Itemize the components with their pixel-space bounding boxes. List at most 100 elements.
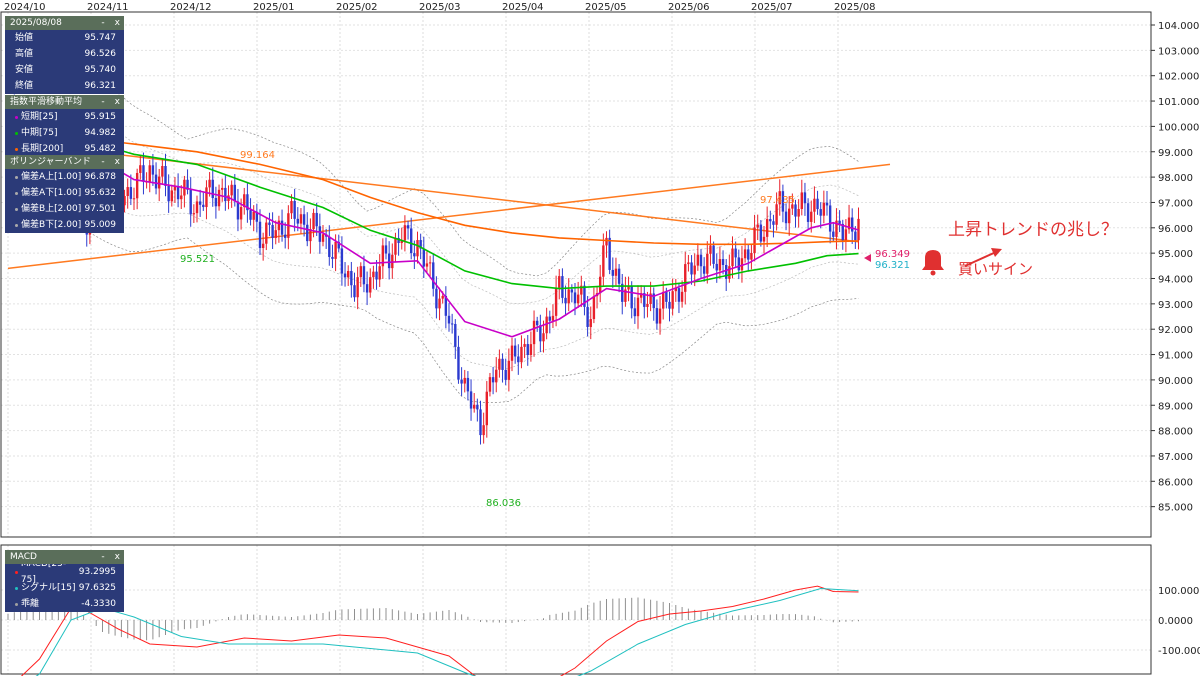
candle-body [762,236,766,242]
candle-body [485,391,488,426]
candle-body [233,184,236,202]
candle-body [510,345,514,361]
candle-body [662,291,665,309]
candle-body [844,229,848,241]
candle-body [328,236,331,257]
close-button[interactable]: x [114,157,120,167]
ema-panel-title: 指数平滑移動平均 [10,97,83,107]
candle-body [558,276,561,288]
y-tick-label: 103.000 [1158,46,1199,57]
candle-body [702,266,706,274]
candle-body [847,217,851,230]
macd-panel-header[interactable]: MACD -x [5,550,124,564]
ema-row-long: 長期[200] 95.482 [5,141,124,157]
x-tick-label: 2025/07 [751,2,793,13]
close-button[interactable]: x [114,97,120,107]
minimize-button[interactable]: - [101,552,105,562]
minimize-button[interactable]: - [101,18,105,28]
high-label-dec: 99.164 [240,150,275,161]
candle-body [148,165,151,182]
bollinger-line [7,42,859,277]
candle-body [570,289,574,293]
y-tick-label: 104.000 [1158,21,1199,32]
candle-body [309,229,312,242]
bollinger-panel-header[interactable]: ボリンジャーバンド -x [5,155,124,169]
bollinger-line [7,135,859,369]
candle-body [529,344,533,356]
candle-body [135,172,139,199]
y-tick-label: 102.000 [1158,72,1199,83]
candle-body [205,187,208,208]
ohlc-panel-header[interactable]: 2025/08/08 -x [5,16,124,30]
candle-body [252,211,255,220]
candle-body [362,266,366,285]
y-tick-label: 90.000 [1158,376,1193,387]
minimize-button[interactable]: - [101,97,105,107]
main-grid [1,12,1151,674]
candle-body [646,303,649,307]
candle-body [198,201,202,205]
ema-panel-header[interactable]: 指数平滑移動平均 -x [5,95,124,109]
candle-body [851,217,854,232]
macd-panel[interactable]: MACD -x MACD[25-75] 93.2995 シグナル[15] 97.63… [5,550,124,612]
candle-body [243,194,246,208]
candle-body [460,379,463,384]
candle-body [280,220,284,235]
candle-body [605,237,608,246]
candle-body [536,320,539,326]
x-tick-label: 2025/05 [585,2,627,13]
candle-body [359,266,362,278]
ema-lines [7,110,859,338]
candle-body [211,179,214,199]
candle-body [435,288,438,309]
y-tick-label: 85.000 [1158,503,1193,514]
candle-body [583,285,586,307]
minimize-button[interactable]: - [101,157,105,167]
y-tick-label: 96.000 [1158,224,1193,235]
candle-body [769,219,772,222]
candle-body [756,224,759,228]
bollinger-line [7,77,859,305]
candle-body [658,308,662,324]
close-button[interactable]: x [114,552,120,562]
candle-body [306,224,309,242]
ohlc-row: 始値 95.747 [15,33,116,43]
candle-body [784,211,788,224]
candle-body [747,249,750,260]
candle-body [277,220,281,231]
candle-body [189,189,192,215]
candle-body [532,320,536,345]
candle-body [246,194,249,211]
candle-body [781,191,785,212]
close-button[interactable]: x [114,18,120,28]
candle-body [413,253,416,257]
candle-body [369,277,372,293]
candle-body [513,345,517,357]
bollinger-panel-title: ボリンジャーバンド [10,157,91,167]
candle-body [734,248,737,258]
x-tick-label: 2024/12 [170,2,212,13]
candle-body [551,315,555,321]
candle-body [504,369,507,380]
candle-body [334,241,337,259]
candle-body [825,202,829,206]
candle-body [315,212,318,227]
candle-body [457,346,460,380]
candle-body [167,185,170,202]
candle-body [347,270,350,278]
candle-body [274,230,277,238]
candle-body [161,166,164,177]
short-dot-icon [15,115,18,119]
candle-body [224,187,227,202]
bollinger-panel[interactable]: ボリンジャーバンド -x 偏差A上[1.00] 96.878 偏差A下[1.00]… [5,155,124,233]
ohlc-panel[interactable]: 2025/08/08 -x 始値 95.747 高値 96.526 安値 95.740… [5,16,124,94]
bb-row: 偏差A下[1.00] 95.632 [5,185,124,201]
candle-body [561,276,564,298]
x-tick-label: 2024/10 [4,2,46,13]
candle-body [621,283,624,302]
ema-panel[interactable]: 指数平滑移動平均 -x 短期[25] 95.915 中期[75] 94.982 長期… [5,95,124,157]
candle-body [639,293,643,298]
candle-body [296,218,299,224]
candle-body [419,240,422,249]
